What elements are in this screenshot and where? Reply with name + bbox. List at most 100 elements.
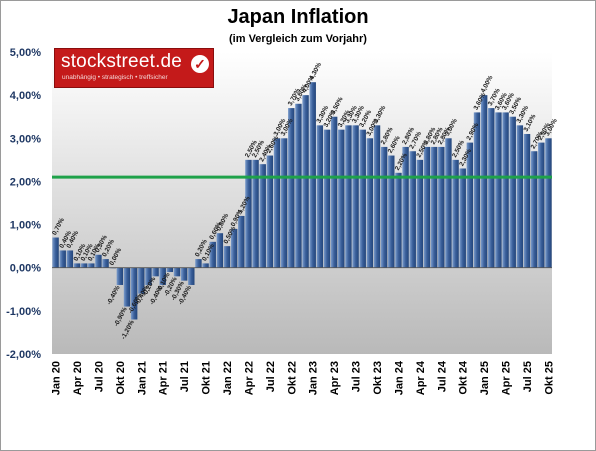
x-tick-label: Okt 20 <box>115 361 127 395</box>
bar <box>416 159 424 268</box>
bar <box>52 237 59 268</box>
bar <box>252 159 259 268</box>
bar <box>530 151 538 268</box>
bar <box>316 125 324 268</box>
bar <box>223 246 231 268</box>
bar <box>366 138 374 268</box>
y-tick-label: 2,00% <box>10 176 41 188</box>
x-tick-label: Jul 25 <box>522 361 534 392</box>
check-icon: ✓ <box>191 55 209 73</box>
bar <box>409 151 416 268</box>
bar <box>516 125 524 268</box>
bar <box>388 155 395 268</box>
bar <box>538 142 545 268</box>
y-tick-label: -1,00% <box>6 306 41 318</box>
bar <box>323 129 331 268</box>
bar <box>509 116 516 268</box>
logo-tagline: unabhängig • strategisch • treffsicher <box>62 74 168 81</box>
bar <box>545 138 552 268</box>
bar <box>345 125 352 268</box>
chart-title: Japan Inflation <box>227 6 369 28</box>
bar <box>202 263 209 268</box>
bar <box>145 267 152 285</box>
bar <box>423 146 431 268</box>
x-tick-label: Apr 23 <box>329 361 341 395</box>
bar <box>502 112 509 268</box>
x-tick-label: Jan 21 <box>136 361 148 395</box>
x-tick-label: Apr 22 <box>243 361 255 395</box>
bar <box>480 95 488 268</box>
bar <box>152 267 159 277</box>
y-tick-label: 1,00% <box>10 220 41 232</box>
bar <box>245 159 252 268</box>
bar <box>330 116 338 268</box>
x-tick-label: Jul 22 <box>265 361 277 392</box>
bar <box>173 267 181 277</box>
bar <box>473 112 481 268</box>
bar <box>466 142 474 268</box>
bar <box>459 168 466 268</box>
bar <box>195 259 202 268</box>
x-tick-label: Okt 21 <box>201 361 213 395</box>
bar <box>159 267 166 285</box>
bar <box>259 164 266 268</box>
bar <box>216 233 224 268</box>
bar <box>59 250 66 268</box>
bar <box>488 108 495 268</box>
bar <box>352 125 359 268</box>
bar <box>309 82 316 268</box>
bar <box>130 267 138 320</box>
x-tick-label: Apr 20 <box>72 361 84 395</box>
bar <box>88 263 95 268</box>
bar <box>273 138 281 268</box>
bar <box>395 172 402 268</box>
x-tick-label: Jan 24 <box>393 360 405 395</box>
x-tick-label: Okt 22 <box>286 361 298 395</box>
stockstreet-logo: stockstreet.de unabhängig • strategisch … <box>54 48 214 88</box>
bar <box>123 267 131 307</box>
bar <box>338 129 345 268</box>
bar <box>102 259 109 268</box>
bar <box>430 146 438 268</box>
bar <box>73 263 81 268</box>
bar <box>188 267 195 285</box>
x-tick-label: Okt 24 <box>458 360 470 395</box>
y-tick-label: 5,00% <box>10 47 41 59</box>
x-tick-label: Apr 25 <box>501 361 513 395</box>
x-tick-label: Okt 23 <box>372 361 384 395</box>
bar <box>66 250 74 268</box>
bar <box>495 112 502 268</box>
y-tick-label: -2,00% <box>6 349 41 361</box>
bar <box>230 228 238 268</box>
bar <box>295 103 302 268</box>
logo-name: stockstreet.de <box>61 51 183 72</box>
bar <box>280 138 288 268</box>
x-tick-label: Okt 25 <box>543 361 555 395</box>
bar <box>445 138 452 268</box>
x-tick-label: Jan 23 <box>308 361 320 395</box>
x-tick-label: Jan 22 <box>222 361 234 395</box>
bar <box>288 108 295 268</box>
x-tick-label: Jul 24 <box>436 360 448 392</box>
bar <box>523 133 531 268</box>
bar <box>238 215 245 268</box>
y-tick-label: 3,00% <box>10 133 41 145</box>
x-tick-label: Jan 25 <box>479 361 491 395</box>
y-tick-label: 4,00% <box>10 90 41 102</box>
bar <box>138 267 145 294</box>
bar <box>209 241 216 268</box>
x-tick-label: Apr 24 <box>415 360 427 395</box>
x-tick-label: Apr 21 <box>158 361 170 395</box>
x-tick-label: Jul 21 <box>179 361 191 392</box>
bar <box>359 129 366 268</box>
bar <box>438 146 445 268</box>
bar <box>180 267 188 281</box>
bar <box>80 263 88 268</box>
chart-subtitle: (im Vergleich zum Vorjahr) <box>229 33 367 45</box>
bar <box>380 146 388 268</box>
x-tick-label: Jul 23 <box>351 361 363 392</box>
x-tick-label: Jan 20 <box>51 361 63 395</box>
bar <box>373 125 381 268</box>
bar <box>402 146 409 268</box>
